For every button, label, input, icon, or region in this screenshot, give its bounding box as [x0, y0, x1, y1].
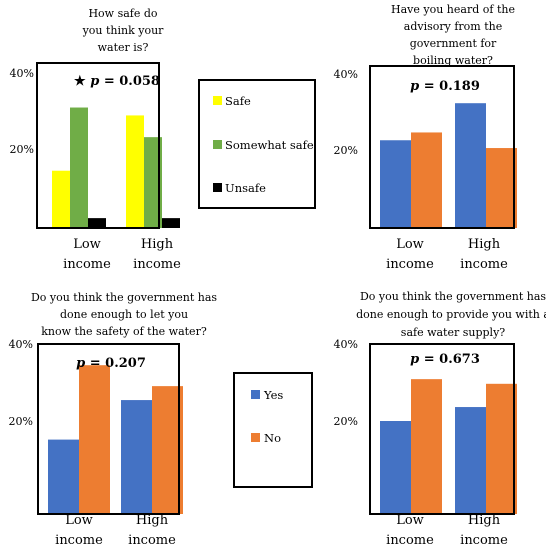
category-label: Low — [396, 513, 424, 528]
bar — [79, 365, 110, 514]
chart-title-line: How safe do — [88, 7, 157, 20]
plot-frame — [369, 65, 515, 229]
bar — [121, 400, 152, 514]
legend-yes-no: Yes No — [233, 372, 313, 488]
bar — [380, 140, 411, 228]
legend-swatch — [251, 433, 260, 442]
p-value: = 0.058 — [99, 74, 160, 89]
p-value-annotation: p = 0.207 — [76, 356, 146, 371]
chart-panel-1: How safe do you think your water is? 40% 20%… — [10, 7, 182, 272]
category-label: income — [460, 533, 508, 548]
category-label: income — [386, 257, 434, 272]
bar — [486, 383, 517, 514]
chart-title-line: water is? — [98, 41, 149, 54]
bar — [380, 421, 411, 514]
category-label: Low — [65, 513, 93, 528]
plot-frame — [37, 343, 180, 515]
p-symbol: p — [90, 74, 99, 89]
chart-title-line: government for — [410, 37, 497, 50]
y-tick-label: 40% — [10, 67, 34, 80]
legend-label: Safe — [225, 94, 251, 108]
chart-title-line: boiling water? — [413, 54, 493, 67]
plot-frame — [369, 343, 515, 515]
category-label: income — [63, 257, 111, 272]
bar — [88, 218, 106, 228]
bar — [52, 170, 70, 228]
legend-label: Unsafe — [225, 181, 266, 195]
chart-panel-4: Do you think the government has done enou… — [334, 290, 546, 548]
category-label: income — [55, 533, 103, 548]
legend-swatch — [213, 183, 222, 192]
p-value: = 0.189 — [419, 79, 480, 94]
bar — [162, 218, 180, 228]
bar — [126, 115, 144, 228]
chart-title-line: done enough to provide you with a — [356, 308, 546, 321]
y-tick-label: 40% — [9, 338, 33, 351]
category-label: High — [141, 237, 174, 252]
bar — [48, 439, 79, 514]
bar — [144, 137, 162, 228]
category-label: income — [128, 533, 176, 548]
legend-swatch — [251, 390, 260, 399]
legend-swatch — [213, 140, 222, 149]
p-symbol: p — [76, 356, 85, 371]
bar — [486, 148, 517, 228]
bar — [152, 386, 183, 514]
legend-swatch — [213, 96, 222, 105]
chart-panel-3: Do you think the government has done enou… — [9, 291, 218, 548]
chart-panel-2: Have you heard of the advisory from the go… — [334, 3, 517, 272]
category-label: High — [468, 513, 501, 528]
chart-title-line: advisory from the — [404, 20, 502, 33]
y-tick-label: 20% — [334, 415, 358, 428]
chart-title-line: done enough to let you — [60, 308, 188, 321]
category-label: income — [386, 533, 434, 548]
chart-title-line: safe water supply? — [401, 326, 505, 339]
p-value-annotation: p = 0.673 — [410, 352, 480, 367]
legend-frame — [233, 372, 313, 488]
bar — [411, 132, 442, 228]
bar — [70, 107, 88, 228]
chart-title-line: Have you heard of the — [391, 3, 515, 16]
legend-safety: Safe Somewhat safe Unsafe — [198, 79, 316, 209]
bar — [455, 407, 486, 514]
p-value-annotation: ★ p = 0.058 — [74, 74, 160, 89]
bar — [411, 379, 442, 514]
y-tick-label: 20% — [334, 144, 358, 157]
category-label: High — [468, 237, 501, 252]
legend-label: No — [264, 431, 281, 445]
category-label: income — [133, 257, 181, 272]
y-tick-label: 40% — [334, 68, 358, 81]
chart-title-line: Do you think the government has — [31, 291, 217, 304]
y-tick-label: 40% — [334, 338, 358, 351]
legend-label: Yes — [263, 388, 283, 402]
category-label: Low — [73, 237, 101, 252]
category-label: High — [136, 513, 169, 528]
chart-title-line: you think your — [82, 24, 165, 37]
p-value: = 0.207 — [85, 356, 146, 371]
legend-label: Somewhat safe — [225, 138, 314, 152]
y-tick-label: 20% — [9, 415, 33, 428]
y-tick-label: 20% — [10, 143, 34, 156]
star-icon: ★ — [74, 74, 90, 89]
plot-frame — [36, 62, 160, 229]
chart-title-line: know the safety of the water? — [41, 325, 207, 338]
p-value: = 0.673 — [419, 352, 480, 367]
p-value-annotation: p = 0.189 — [410, 79, 480, 94]
category-label: income — [460, 257, 508, 272]
category-label: Low — [396, 237, 424, 252]
p-symbol: p — [410, 79, 419, 94]
bar — [455, 103, 486, 228]
chart-title-line: Do you think the government has — [360, 290, 546, 303]
p-symbol: p — [410, 352, 419, 367]
